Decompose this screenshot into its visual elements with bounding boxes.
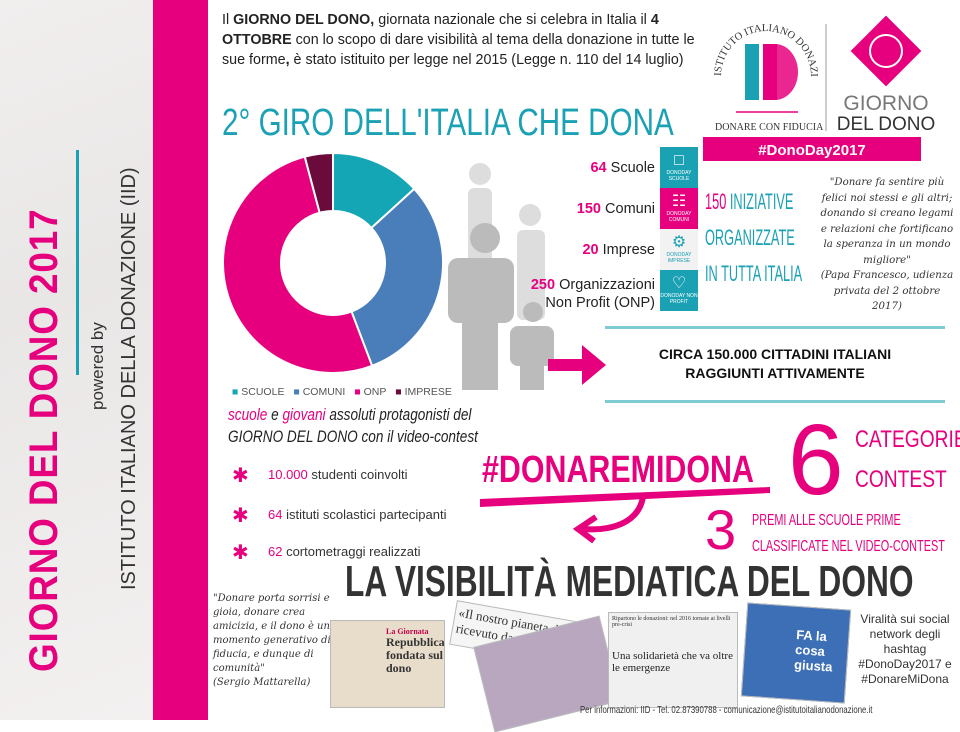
box-imprese: ⚙ DONODAY IMPRESE <box>660 229 698 270</box>
asterisk-icon: ✱ <box>232 542 249 564</box>
asterisk-icon: ✱ <box>232 505 249 527</box>
institute-name: ISTITUTO ITALIANO DELLA DONAZIONE (IID) <box>118 167 140 590</box>
legend-label: SCUOLE <box>241 386 285 398</box>
initiatives-text: 150 INIZIATIVE ORGANIZZATE IN TUTTA ITALIA <box>705 189 803 286</box>
box-onp: ♡ DONODAY NON PROFIT <box>660 270 698 311</box>
social-virality: Viralità sui social network degli hashta… <box>858 612 952 686</box>
donut-slice-onp <box>222 155 374 374</box>
arrow-right-icon <box>548 345 606 385</box>
sidebar-title: GIORNO DEL DONO 2017 <box>22 208 66 672</box>
gears-icon: ⚙ <box>671 234 687 251</box>
categories-count: 6 <box>788 404 844 516</box>
contest-subtitle: scuole e giovani assoluti protagonisti d… <box>228 405 478 446</box>
intro-text: Il GIORNO DEL DONO, giornata nazionale c… <box>222 12 695 68</box>
logo: ISTITUTO ITALIANO DONAZIONE DONARE CON F… <box>699 0 948 161</box>
legend-swatch: ■ <box>354 386 361 398</box>
legend-item-comuni: ■ COMUNI <box>293 386 345 398</box>
box-comuni: ☷ DONODAY COMUNI <box>660 188 698 229</box>
legend-label: COMUNI <box>302 386 346 398</box>
powered-by: powered by <box>88 322 107 410</box>
legend-item-scuole: ■ SCUOLE <box>232 386 284 398</box>
legend-swatch: ■ <box>395 386 402 398</box>
legend-swatch: ■ <box>293 386 300 398</box>
media-title: LA VISIBILITÀ MEDIATICA DEL DONO <box>345 557 914 606</box>
box-scuole: □ DONODAY SCUOLE <box>660 147 698 188</box>
svg-text:ISTITUTO ITALIANO DONAZIONE: ISTITUTO ITALIANO DONAZIONE <box>703 6 819 77</box>
quote-pope: "Donare fa sentire più felici noi stessi… <box>820 177 954 312</box>
citizens-reached: CIRCA 150.000 CITTADINI ITALIANI RAGGIUNT… <box>658 346 892 381</box>
footer-contact: Per informazioni: IID - Tel. 02.87390788… <box>580 704 873 716</box>
press-clip-3: Ripartono le donazioni: nel 2016 tornate… <box>608 612 738 708</box>
donut-slice-comuni <box>350 187 444 368</box>
press-clip-1: La Giornata Repubblica fondata sul dono <box>330 620 445 708</box>
stat-scuole: 64 Scuole <box>590 160 655 176</box>
divider <box>605 326 945 329</box>
building-icon: ☷ <box>671 193 687 210</box>
book-icon: □ <box>674 152 684 169</box>
legend-label: ONP <box>363 386 387 398</box>
svg-text:#DonoDay2017: #DonoDay2017 <box>758 142 866 159</box>
stat-onp: 250 Organizzazioni Non Profit (ONP) <box>530 277 655 311</box>
legend-item-onp: ■ ONP <box>354 386 386 398</box>
svg-text:GIORNO: GIORNO <box>843 92 928 115</box>
chart-legend: ■ SCUOLE ■ COMUNI ■ ONP ■ IMPRESE <box>232 386 461 398</box>
page-title: 2° GIRO DELL'ITALIA CHE DONA <box>222 102 674 144</box>
prizes-label: PREMI ALLE SCUOLE PRIME CLASSIFICATE NEL … <box>752 512 945 555</box>
contest-hashtag: #DONAREMIDONA <box>482 449 754 491</box>
categories-label: CATEGORIE CONTEST <box>855 426 960 493</box>
svg-text:DONARE CON FIDUCIA: DONARE CON FIDUCIA <box>715 122 824 133</box>
people-icon <box>448 163 554 390</box>
logo-graphic: ISTITUTO ITALIANO DONAZIONE DONARE CON F… <box>699 0 936 161</box>
donut-slice-imprese <box>303 151 334 214</box>
bullet-films: ✱ 62 cortometraggi realizzati <box>232 542 421 564</box>
legend-swatch: ■ <box>232 386 239 398</box>
divider <box>605 400 945 403</box>
pink-bar <box>153 0 208 720</box>
legend-label: IMPRESE <box>404 386 452 398</box>
prizes-count: 3 <box>705 498 737 561</box>
stat-comuni: 150 Comuni <box>576 201 655 217</box>
stat-imprese: 20 Imprese <box>582 242 655 258</box>
bullet-schools: ✱ 64 istituti scolastici partecipanti <box>232 505 447 527</box>
curved-arrow-icon <box>480 487 770 544</box>
quote-mattarella: "Donare porta sorrisi e gioia, donare cr… <box>213 593 331 688</box>
asterisk-icon: ✱ <box>232 465 249 487</box>
heart-icon: ♡ <box>671 275 687 292</box>
legend-item-imprese: ■ IMPRESE <box>395 386 452 398</box>
donut-chart <box>222 151 444 374</box>
bullet-students: ✱ 10.000 studenti coinvolti <box>232 465 408 487</box>
sidebar-divider <box>76 150 79 375</box>
tv-still-2: FA la cosa giusta <box>740 602 852 704</box>
svg-text:DEL DONO: DEL DONO <box>837 114 936 135</box>
